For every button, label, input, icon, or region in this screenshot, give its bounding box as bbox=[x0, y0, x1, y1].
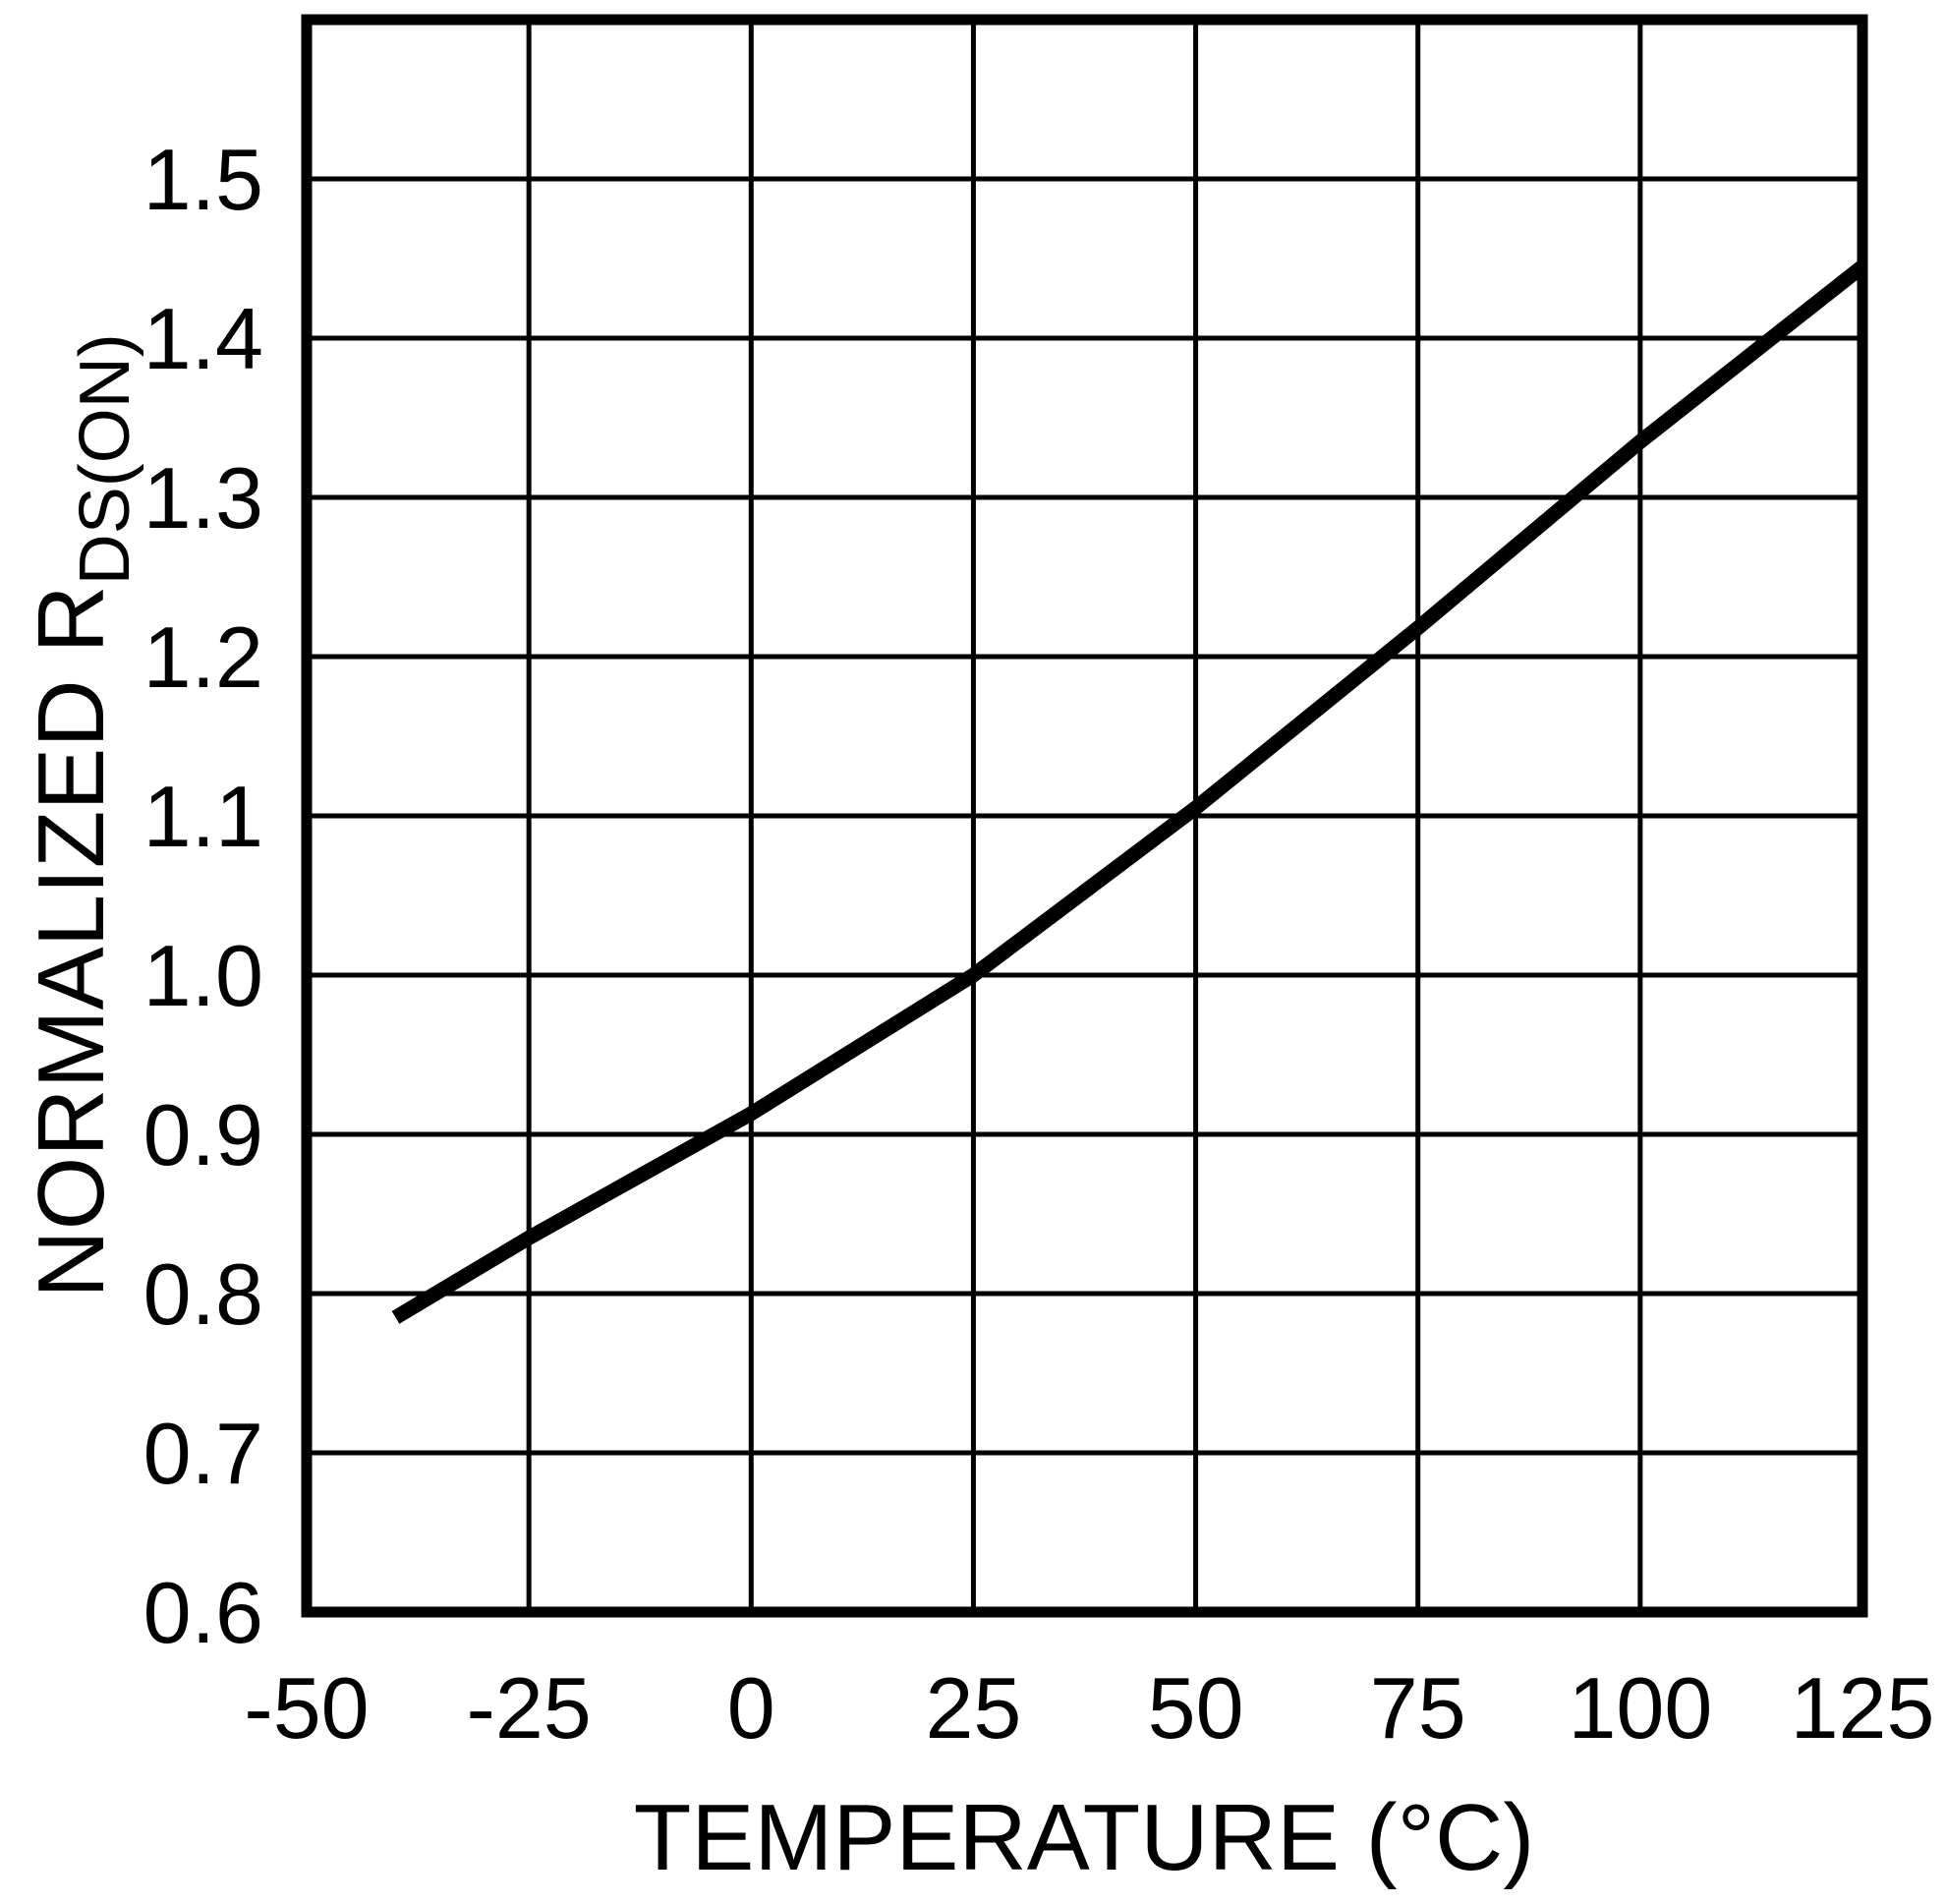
plot-frame bbox=[301, 14, 1868, 1618]
y-axis-title-main: NORMALIZED R bbox=[19, 585, 124, 1298]
y-tick-label: 0.7 bbox=[143, 1405, 263, 1502]
x-tick-label: 100 bbox=[1568, 1659, 1712, 1757]
x-axis-title: TEMPERATURE (°C) bbox=[634, 1785, 1535, 1890]
y-tick-label: 1.5 bbox=[143, 131, 263, 228]
y-tick-label: 1.0 bbox=[143, 927, 263, 1024]
y-tick-label: 0.9 bbox=[143, 1086, 263, 1183]
y-axis-title: NORMALIZED RDS(ON) bbox=[19, 333, 144, 1298]
gridlines bbox=[307, 20, 1862, 1612]
curve-normalized-rdson-vs-temperature bbox=[391, 260, 1867, 1324]
y-tick-label: 1.1 bbox=[143, 768, 263, 865]
y-tick-label: 1.4 bbox=[143, 290, 263, 387]
y-tick-label: 0.8 bbox=[143, 1245, 263, 1343]
y-tick-label: 1.2 bbox=[143, 608, 263, 706]
y-axis-title-subscript: DS(ON) bbox=[66, 333, 144, 585]
x-tick-label: -50 bbox=[244, 1659, 369, 1757]
x-tick-label: 50 bbox=[1148, 1659, 1244, 1757]
x-tick-label: 25 bbox=[925, 1659, 1021, 1757]
x-tick-label: 75 bbox=[1370, 1659, 1466, 1757]
y-tick-label: 0.6 bbox=[143, 1564, 263, 1661]
y-tick-labels: 0.6 0.7 0.8 0.9 1.0 1.1 1.2 1.3 1.4 1.5 bbox=[143, 131, 263, 1661]
y-tick-label: 1.3 bbox=[143, 449, 263, 547]
x-tick-label: 125 bbox=[1791, 1659, 1935, 1757]
x-tick-label: 0 bbox=[727, 1659, 775, 1757]
x-tick-label: -25 bbox=[467, 1659, 592, 1757]
data-series bbox=[391, 260, 1867, 1324]
x-tick-labels: -50 -25 0 25 50 75 100 125 bbox=[244, 1659, 1934, 1757]
